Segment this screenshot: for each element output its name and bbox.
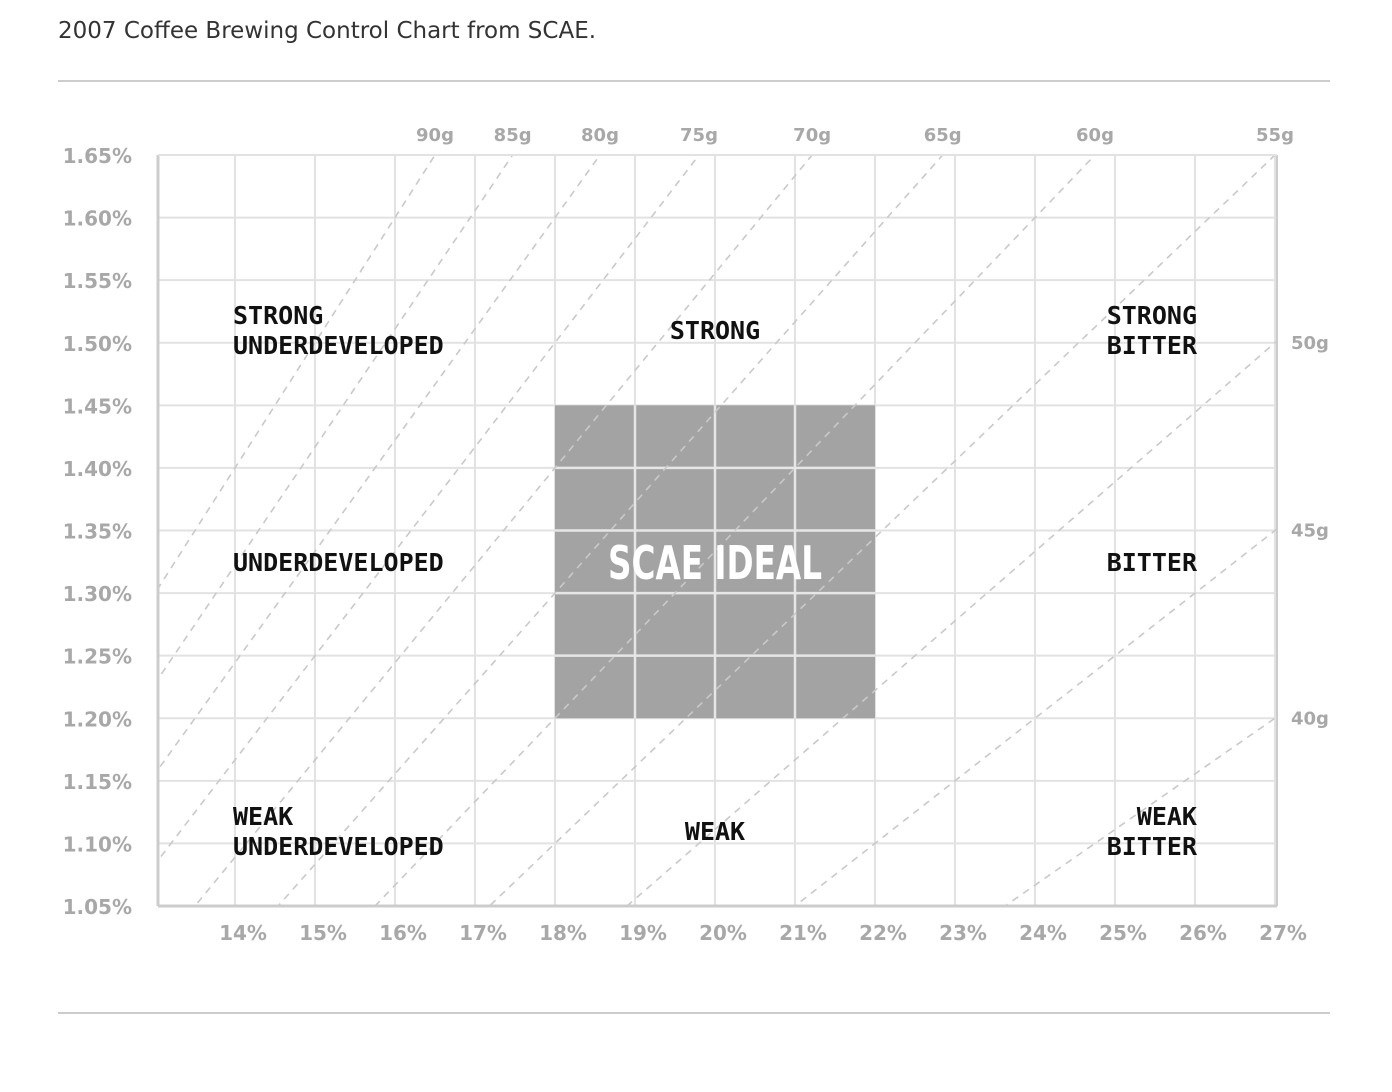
dose-line-70g xyxy=(193,155,814,906)
y-tick-label: 1.65% xyxy=(63,144,132,168)
y-tick-label: 1.50% xyxy=(63,332,132,356)
bottom-divider xyxy=(58,1012,1330,1014)
x-tick-label: 18% xyxy=(539,921,587,945)
ideal-region-label: SCAE IDEAL xyxy=(608,536,822,590)
dose-label-40g: 40g xyxy=(1291,708,1329,729)
region-label: WEAK xyxy=(1137,802,1197,831)
dose-label-80g: 80g xyxy=(581,125,619,146)
region-label: BITTER xyxy=(1107,548,1198,577)
dose-label-75g: 75g xyxy=(680,125,718,146)
dose-line-50g xyxy=(625,339,1277,906)
x-tick-label: 21% xyxy=(779,921,827,945)
y-tick-label: 1.10% xyxy=(63,832,132,856)
x-tick-label: 26% xyxy=(1179,921,1227,945)
y-tick-label: 1.25% xyxy=(63,645,132,669)
dose-label-50g: 50g xyxy=(1291,333,1329,354)
y-tick-label: 1.20% xyxy=(63,707,132,731)
dose-line-65g xyxy=(277,155,944,906)
region-label: WEAK xyxy=(685,817,745,846)
y-tick-label: 1.15% xyxy=(63,770,132,794)
region-label: UNDERDEVELOPED xyxy=(233,548,444,577)
dose-line-55g xyxy=(488,155,1277,906)
dose-line-45g xyxy=(793,527,1277,906)
plot-frame xyxy=(156,154,1278,908)
dose-label-90g: 90g xyxy=(416,125,454,146)
region-labels: SCAE IDEALSTRONGUNDERDEVELOPEDSTRONGSTRO… xyxy=(233,301,1198,861)
region-label: BITTER xyxy=(1107,331,1198,360)
dose-line-60g xyxy=(373,155,1097,906)
y-tick-label: 1.60% xyxy=(63,207,132,231)
dose-label-45g: 45g xyxy=(1291,521,1329,542)
dose-label-85g: 85g xyxy=(494,125,532,146)
x-tick-label: 25% xyxy=(1099,921,1147,945)
dose-label-70g: 70g xyxy=(793,125,831,146)
dose-label-65g: 65g xyxy=(924,125,962,146)
dose-line-85g xyxy=(158,155,514,681)
region-label: STRONG xyxy=(1107,301,1197,330)
y-tick-label: 1.30% xyxy=(63,582,132,606)
region-label: STRONG xyxy=(233,301,323,330)
x-tick-label: 20% xyxy=(699,921,747,945)
chart-caption: 2007 Coffee Brewing Control Chart from S… xyxy=(58,18,597,44)
y-tick-label: 1.05% xyxy=(63,895,132,919)
y-tick-label: 1.35% xyxy=(63,520,132,544)
dose-line-90g xyxy=(158,155,436,590)
dose-line-80g xyxy=(158,155,601,772)
top-divider xyxy=(58,80,1330,82)
region-label: STRONG xyxy=(670,316,760,345)
x-tick-label: 23% xyxy=(939,921,987,945)
dose-label-55g: 55g xyxy=(1256,125,1294,146)
tick-labels: 90g 85g 80g 75g 70g 65g 60g 55g 50g 45g 40g 1.65% 1.… xyxy=(63,125,1329,945)
y-tick-label: 1.55% xyxy=(63,269,132,293)
dose-line-40g xyxy=(1003,715,1277,906)
x-tick-label: 14% xyxy=(219,921,267,945)
region-label: UNDERDEVELOPED xyxy=(233,331,444,360)
ideal-region-grid xyxy=(555,405,875,719)
x-tick-label: 27% xyxy=(1259,921,1307,945)
dose-label-60g: 60g xyxy=(1076,125,1114,146)
x-tick-label: 15% xyxy=(299,921,347,945)
region-label: WEAK xyxy=(233,802,293,831)
region-label: BITTER xyxy=(1107,832,1198,861)
x-tick-label: 24% xyxy=(1019,921,1067,945)
x-tick-label: 17% xyxy=(459,921,507,945)
y-tick-label: 1.45% xyxy=(63,394,132,418)
x-tick-label: 22% xyxy=(859,921,907,945)
region-label: UNDERDEVELOPED xyxy=(233,832,444,861)
y-tick-label: 1.40% xyxy=(63,457,132,481)
x-tick-label: 19% xyxy=(619,921,667,945)
x-tick-label: 16% xyxy=(379,921,427,945)
